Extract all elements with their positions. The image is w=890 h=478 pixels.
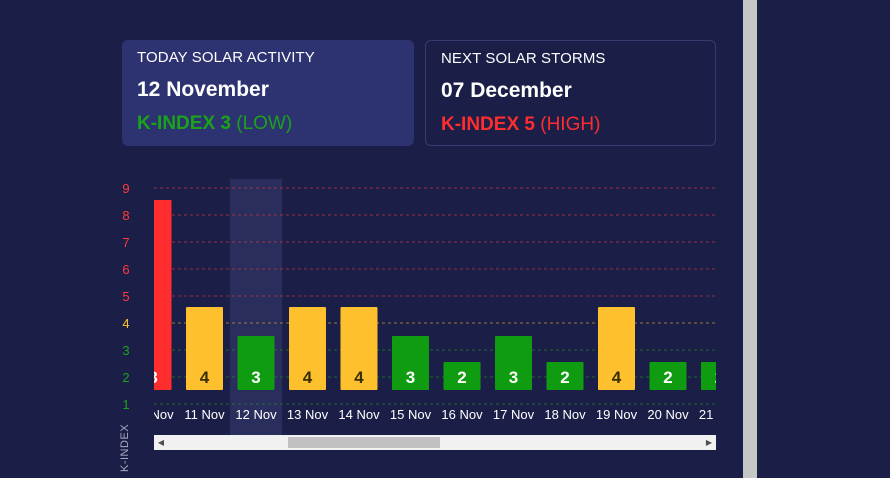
today-kindex-level: (LOW) bbox=[236, 113, 293, 134]
bar-16-nov bbox=[443, 362, 481, 390]
right-pane bbox=[758, 0, 890, 478]
bar-17-nov bbox=[495, 336, 532, 390]
bar-value-label: 2 bbox=[663, 368, 672, 387]
bar-11-nov bbox=[186, 307, 223, 390]
x-tick-label: 21 Nov bbox=[699, 407, 741, 422]
today-card-date: 12 November bbox=[137, 78, 269, 101]
next-kindex-level: (HIGH) bbox=[540, 114, 601, 135]
next-kindex-value: K-INDEX 5 bbox=[441, 114, 535, 135]
y-tick-5: 5 bbox=[122, 289, 129, 304]
x-tick-label: 14 Nov bbox=[338, 407, 380, 422]
x-tick-label: 20 Nov bbox=[647, 407, 689, 422]
page-scrollbar-thumb[interactable] bbox=[743, 0, 757, 478]
y-tick-2: 2 bbox=[122, 370, 129, 385]
today-kindex-value: K-INDEX 3 bbox=[137, 113, 231, 134]
y-tick-9: 9 bbox=[122, 181, 129, 196]
bar-19-nov bbox=[598, 307, 635, 390]
bar-10-nov bbox=[154, 200, 172, 390]
x-tick-label: 13 Nov bbox=[287, 407, 329, 422]
x-tick-label: 12 Nov bbox=[235, 407, 277, 422]
bar-15-nov bbox=[392, 336, 429, 390]
bar-value-label: 2 bbox=[560, 368, 569, 387]
today-card-title: TODAY SOLAR ACTIVITY bbox=[137, 49, 315, 66]
bar-20-nov bbox=[649, 362, 687, 390]
y-axis-label: K-INDEX bbox=[119, 423, 131, 472]
next-card-kindex: K-INDEX 5 (HIGH) bbox=[441, 114, 600, 136]
y-tick-8: 8 bbox=[122, 208, 129, 223]
next-card-title: NEXT SOLAR STORMS bbox=[441, 50, 606, 67]
bar-value-label: 3 bbox=[406, 368, 415, 387]
next-solar-storms-card: NEXT SOLAR STORMS 07 December K-INDEX 5 … bbox=[425, 40, 716, 146]
y-tick-3: 3 bbox=[122, 343, 129, 358]
bar-value-label: 3 bbox=[509, 368, 518, 387]
bar-18-nov bbox=[546, 362, 584, 390]
bar-13-nov bbox=[289, 307, 326, 390]
bar-value-label: 2 bbox=[457, 368, 466, 387]
bar-value-label: 4 bbox=[612, 368, 622, 387]
bar-value-label: 4 bbox=[354, 368, 364, 387]
x-tick-label: 17 Nov bbox=[493, 407, 535, 422]
y-tick-7: 7 bbox=[122, 235, 129, 250]
y-tick-6: 6 bbox=[122, 262, 129, 277]
scroll-right-arrow-icon[interactable]: ▶ bbox=[705, 438, 713, 447]
today-card-kindex: K-INDEX 3 (LOW) bbox=[137, 113, 292, 135]
bars-group: 8 10 Nov 4 11 Nov 3 12 Nov 4 13 Nov 4 14 Nov 3 15 N… bbox=[132, 200, 741, 422]
bar-14-nov bbox=[340, 307, 378, 390]
x-tick-label: 16 Nov bbox=[441, 407, 483, 422]
x-tick-label: 18 Nov bbox=[544, 407, 586, 422]
bar-value-label: 4 bbox=[200, 368, 210, 387]
chart-horizontal-scrollbar[interactable]: ◀ ▶ bbox=[154, 435, 716, 450]
bar-value-label: 3 bbox=[251, 368, 260, 387]
scroll-left-arrow-icon[interactable]: ◀ bbox=[157, 438, 165, 447]
bar-value-label: 4 bbox=[303, 368, 313, 387]
today-solar-activity-card: TODAY SOLAR ACTIVITY 12 November K-INDEX… bbox=[122, 40, 414, 146]
y-tick-1: 1 bbox=[122, 397, 129, 412]
bar-21-nov bbox=[701, 362, 716, 390]
y-tick-4: 4 bbox=[122, 316, 129, 331]
scrollbar-thumb[interactable] bbox=[288, 437, 440, 448]
x-tick-label: 10 Nov bbox=[132, 407, 174, 422]
bar-12-nov bbox=[237, 336, 275, 390]
kindex-bar-chart: 9 8 7 6 5 4 3 2 1 8 10 Nov 4 11 Nov 3 12 Nov 4 13 Nov 4 14… bbox=[122, 179, 741, 435]
next-card-date: 07 December bbox=[441, 79, 572, 102]
x-tick-label: 11 Nov bbox=[184, 407, 225, 422]
bar-value-label: 8 bbox=[148, 368, 157, 387]
x-tick-label: 15 Nov bbox=[390, 407, 432, 422]
bar-value-label: 2 bbox=[715, 368, 724, 387]
highlighted-column bbox=[230, 179, 282, 435]
x-tick-label: 19 Nov bbox=[596, 407, 638, 422]
